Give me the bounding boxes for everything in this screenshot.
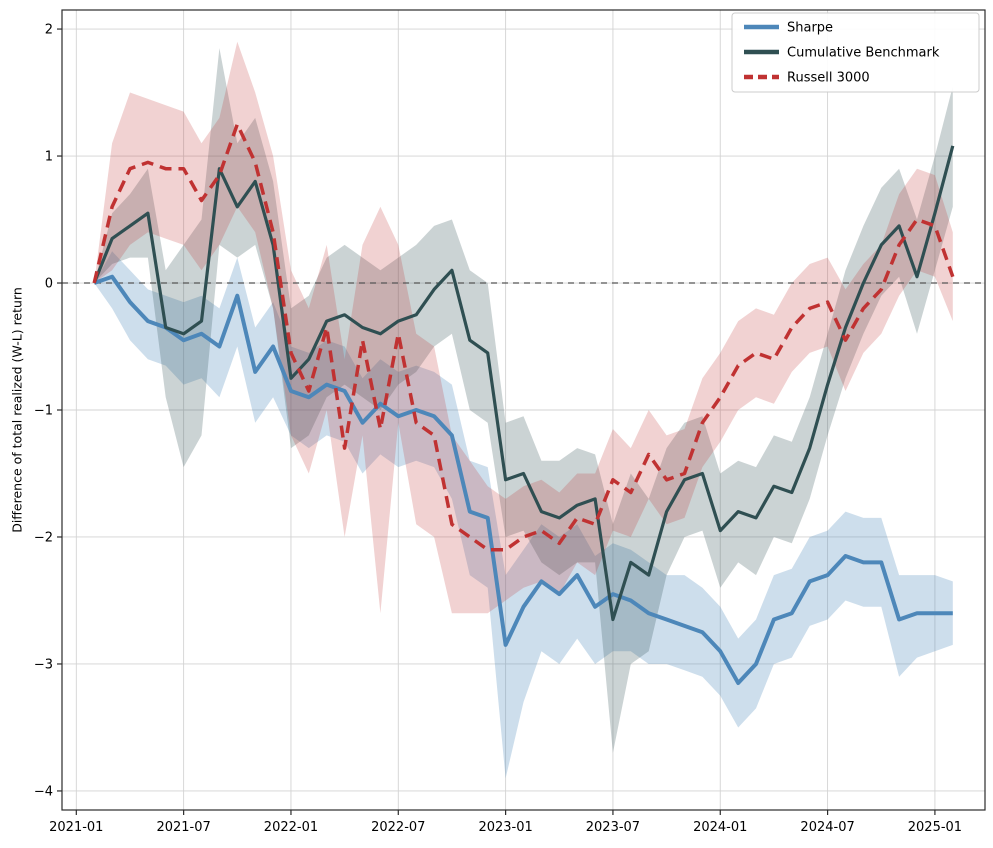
series-line-sharpe bbox=[93, 274, 953, 685]
y-tick-label: −4 bbox=[34, 784, 53, 799]
x-tick-label: 2023-01 bbox=[478, 820, 532, 835]
x-tick-label: 2021-07 bbox=[156, 820, 210, 835]
x-tick-label: 2024-01 bbox=[693, 820, 747, 835]
y-tick-label: −1 bbox=[34, 404, 53, 419]
x-tick-label: 2024-07 bbox=[800, 820, 854, 835]
series-line-cumulative-benchmark bbox=[92, 145, 955, 622]
x-tick-label: 2022-07 bbox=[371, 820, 425, 835]
y-tick-label: 1 bbox=[45, 150, 53, 165]
y-tick-label: −2 bbox=[34, 530, 53, 545]
y-tick-label: −3 bbox=[34, 657, 53, 672]
legend: Sharpe Cumulative Benchmark Russell 3000 bbox=[731, 12, 980, 93]
y-axis-label: Difference of total realized (W-L) retur… bbox=[9, 287, 25, 533]
confidence-band-sharpe bbox=[94, 251, 953, 779]
y-tick-label: 2 bbox=[45, 23, 53, 38]
legend-box bbox=[731, 12, 980, 93]
confidence-band-russell-3000 bbox=[94, 41, 953, 614]
y-tick-label: 0 bbox=[45, 277, 53, 292]
legend-label-sharpe: Sharpe bbox=[787, 21, 833, 36]
legend-label-cumulative-benchmark: Cumulative Benchmark bbox=[787, 46, 940, 61]
legend-label-russell-3000: Russell 3000 bbox=[787, 71, 870, 86]
x-tick-label: 2021-01 bbox=[49, 820, 103, 835]
x-tick-label: 2022-01 bbox=[264, 820, 318, 835]
x-tick-label: 2025-01 bbox=[908, 820, 962, 835]
series-line-russell-3000 bbox=[92, 122, 955, 552]
x-tick-label: 2023-07 bbox=[586, 820, 640, 835]
